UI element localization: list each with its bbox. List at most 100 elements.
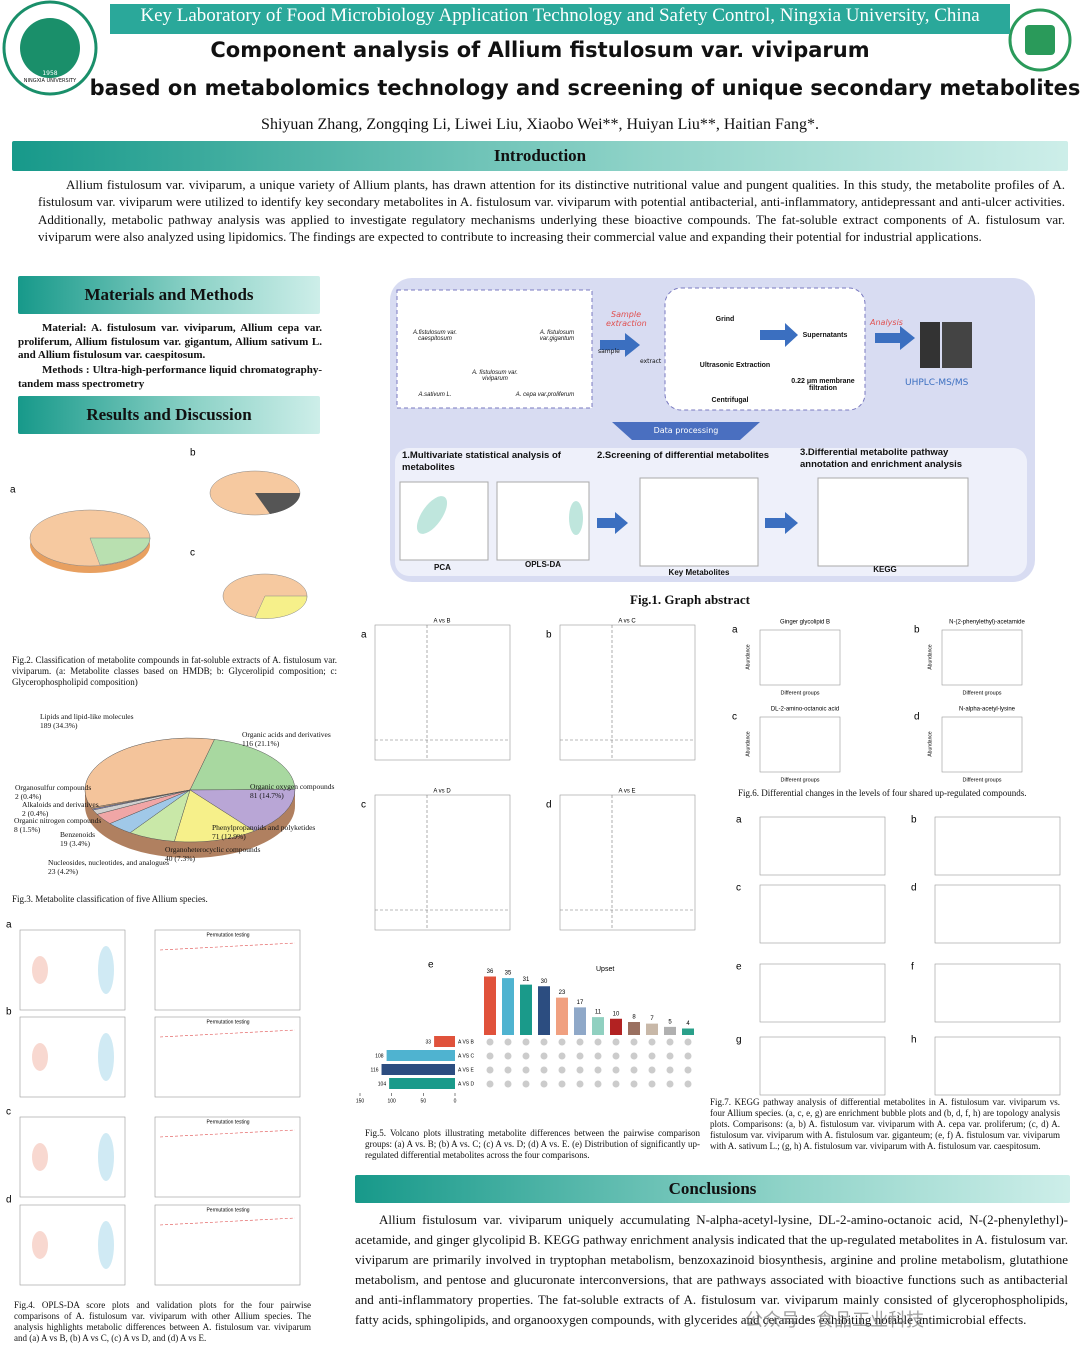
pie-label: Organosulfur compounds — [15, 783, 92, 792]
pie-label: Phenylpropanoids and polyketides — [212, 823, 316, 832]
upset-bar — [484, 976, 496, 1035]
matrix-dot — [558, 1038, 566, 1046]
value-label: 4 — [686, 1021, 690, 1027]
matrix-dot — [612, 1080, 620, 1088]
plot-label: Key Metabolites — [668, 568, 730, 577]
plot-frame — [934, 1036, 1061, 1096]
pie-label: Organic oxygen compounds — [250, 782, 335, 791]
pie-label: Organic acids and derivatives — [242, 730, 331, 739]
value-label: 5 — [668, 1019, 672, 1025]
caption: Fig.2. Classification of metabolite comp… — [12, 655, 337, 687]
pie-shape — [254, 595, 308, 619]
panel-label: f — [911, 962, 914, 973]
value-label: 31 — [523, 977, 530, 983]
matrix-dot — [504, 1080, 512, 1088]
axis-label: Different groups — [962, 777, 1001, 783]
plot-title: N-(2-phenylethyl)-acetamide — [949, 620, 1025, 626]
score-ellipse — [98, 1221, 114, 1269]
panel-label: b — [911, 815, 917, 826]
caption: Fig.7. KEGG pathway analysis of differen… — [710, 1097, 1060, 1151]
value-label: 30 — [541, 979, 548, 985]
matrix-dot — [612, 1066, 620, 1074]
matrix-dot — [540, 1080, 548, 1088]
matrix-dot — [486, 1080, 494, 1088]
pie-value-label: 2 (0.4%) — [15, 792, 42, 801]
value-label: 33 — [426, 1039, 432, 1045]
sample-label: A. fistulosum var.gigantum — [539, 330, 575, 342]
matrix-dot — [594, 1038, 602, 1046]
section-heading: Results and Discussion — [18, 396, 320, 434]
panel-label: c — [190, 548, 195, 559]
plot-label: PCA — [434, 563, 451, 572]
pie-shape — [255, 493, 301, 514]
plot-frame — [759, 716, 841, 773]
pie-label: Lipids and lipid-like molecules — [40, 712, 134, 721]
matrix-dot — [486, 1052, 494, 1060]
label: Data processing — [653, 426, 719, 435]
upset-bar — [502, 978, 514, 1035]
plot-frame — [934, 816, 1061, 876]
threshold — [159, 1129, 296, 1138]
pie-value-label: 189 (34.3%) — [40, 721, 78, 730]
matrix-dot — [540, 1066, 548, 1074]
matrix-dot — [486, 1066, 494, 1074]
matrix-dot — [666, 1066, 674, 1074]
panel-label: b — [6, 1007, 12, 1018]
key-metabolites-plot — [639, 477, 759, 567]
authors: Shiyuan Zhang, Zongqing Li, Liwei Liu, X… — [261, 116, 819, 133]
upset-bar — [682, 1028, 694, 1035]
materials-text: Material: A. fistulosum var. viviparum, … — [18, 322, 322, 361]
instrument — [920, 322, 940, 368]
value-label: 7 — [650, 1016, 654, 1022]
pie-label: Benzenoids — [60, 830, 95, 839]
pie-label: Alkaloids and derivatives — [22, 800, 99, 809]
matrix-dot — [666, 1080, 674, 1088]
plot-frame — [759, 884, 886, 944]
upset-bar — [556, 997, 568, 1035]
score-ellipse — [32, 1043, 48, 1071]
matrix-dot — [594, 1080, 602, 1088]
affiliation: Key Laboratory of Food Microbiology Appl… — [140, 5, 980, 26]
sample-label: A.fistulosum var. caespitosum — [412, 330, 458, 342]
set-label: A VS E — [458, 1067, 475, 1073]
plot-frame — [374, 624, 511, 761]
upset-bar — [646, 1023, 658, 1035]
set-bar — [381, 1064, 455, 1075]
matrix-dot — [630, 1038, 638, 1046]
threshold — [159, 1029, 296, 1038]
matrix-dot — [522, 1080, 530, 1088]
pie-value-label: 40 (7.3%) — [165, 854, 195, 863]
value-label: 10 — [613, 1011, 620, 1017]
axis-label: Different groups — [780, 690, 819, 696]
matrix-dot — [648, 1080, 656, 1088]
title: Component analysis of Allium fistulosum … — [210, 38, 870, 62]
axis-label: Abundance — [745, 644, 751, 670]
threshold — [159, 1217, 296, 1226]
matrix-dot — [648, 1066, 656, 1074]
x-tick-label: 100 — [387, 1098, 396, 1104]
panel-label: b — [546, 630, 552, 641]
plot-title: Ginger glycolipid B — [780, 620, 830, 626]
matrix-dot — [630, 1066, 638, 1074]
plot-frame — [941, 716, 1023, 773]
panel-label: a — [736, 815, 742, 826]
plot-frame — [374, 794, 511, 931]
step-label: 0.22 μm membrane filtration — [791, 378, 855, 392]
value-label: 35 — [505, 971, 512, 977]
upset-bar — [592, 1017, 604, 1035]
plot-frame — [934, 884, 1061, 944]
axis-label: Abundance — [927, 644, 933, 670]
pie-value-label: 8 (1.5%) — [14, 825, 41, 834]
title: based on metabolomics technology and scr… — [89, 76, 1080, 100]
logo-year: 1958 — [42, 70, 58, 77]
section-heading: Materials and Methods — [18, 276, 320, 314]
value-label: 116 — [371, 1067, 379, 1073]
arrow — [765, 512, 798, 534]
plot-title: A vs B — [433, 619, 450, 625]
value-label: 36 — [487, 969, 494, 975]
axis-label: Abundance — [745, 731, 751, 757]
x-tick-label: 50 — [421, 1098, 427, 1104]
caption: Fig.4. OPLS-DA score plots and validatio… — [14, 1300, 311, 1343]
panel-label: d — [6, 1195, 12, 1206]
panel-label: c — [6, 1107, 11, 1118]
